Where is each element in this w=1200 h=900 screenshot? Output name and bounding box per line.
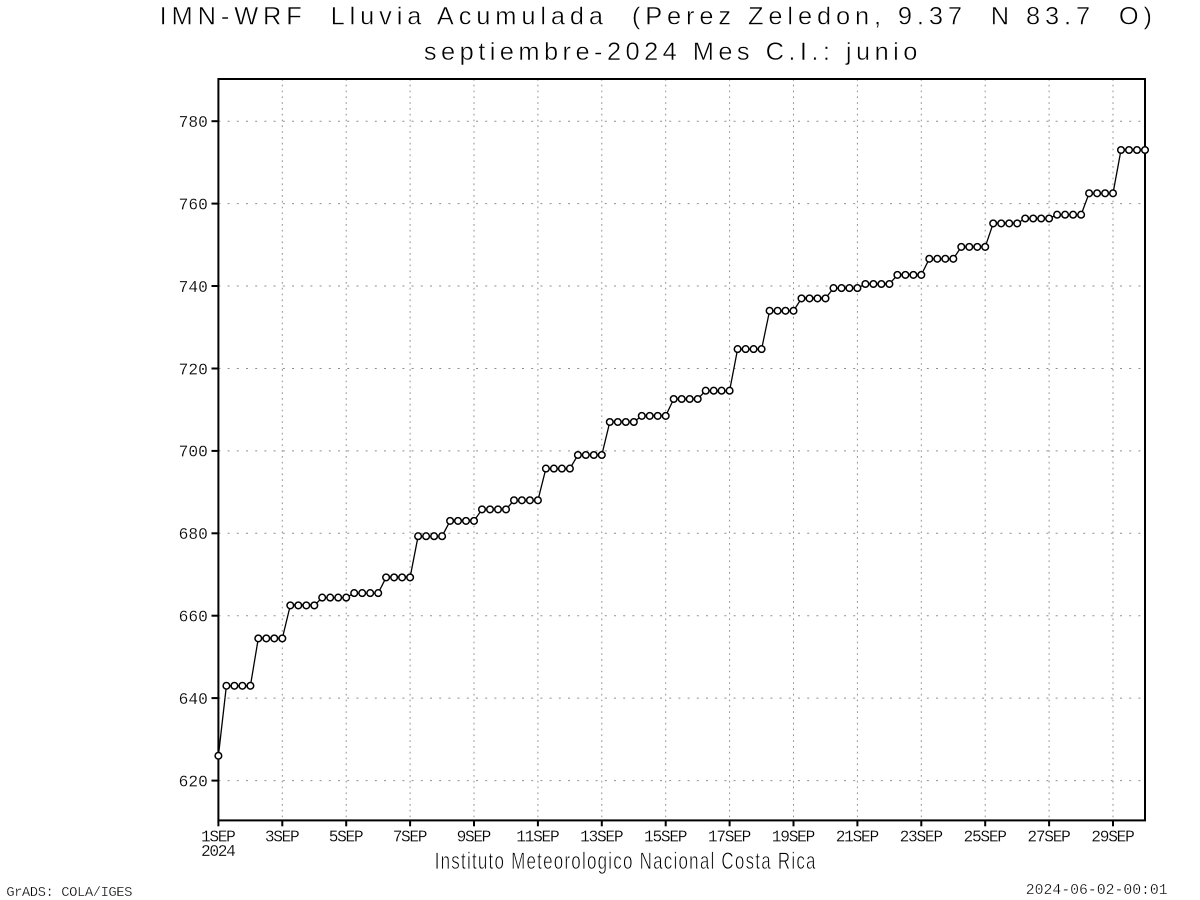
svg-text:11SEP: 11SEP (516, 828, 560, 846)
svg-text:620: 620 (179, 773, 208, 791)
svg-text:septiembre-2024 Mes C.I.: juni: septiembre-2024 Mes C.I.: junio (424, 38, 918, 66)
svg-text:IMN-WRF Lluvia Acumulada (Pe: IMN-WRF Lluvia Acumulada (Perez Zeledon,… (160, 2, 1152, 30)
svg-text:660: 660 (179, 609, 208, 627)
svg-text:1SEP: 1SEP (201, 828, 236, 846)
svg-text:780: 780 (179, 114, 208, 132)
svg-text:27SEP: 27SEP (1027, 828, 1071, 846)
svg-text:23SEP: 23SEP (900, 828, 944, 846)
svg-text:19SEP: 19SEP (772, 828, 816, 846)
svg-text:5SEP: 5SEP (329, 828, 364, 846)
svg-text:2024-06-02-00:01: 2024-06-02-00:01 (1026, 883, 1168, 899)
svg-text:15SEP: 15SEP (644, 828, 688, 846)
svg-text:680: 680 (179, 526, 208, 544)
svg-text:2024: 2024 (201, 843, 236, 861)
svg-text:760: 760 (179, 196, 208, 214)
svg-text:720: 720 (179, 361, 208, 379)
svg-text:640: 640 (179, 691, 208, 709)
svg-text:9SEP: 9SEP (457, 828, 492, 846)
svg-text:25SEP: 25SEP (964, 828, 1008, 846)
svg-text:21SEP: 21SEP (836, 828, 880, 846)
svg-text:13SEP: 13SEP (580, 828, 624, 846)
svg-text:GrADS: COLA/IGES: GrADS: COLA/IGES (6, 885, 132, 900)
svg-text:29SEP: 29SEP (1091, 828, 1135, 846)
svg-text:Instituto Meteorologico Nacion: Instituto Meteorologico Nacional Costa R… (435, 848, 816, 874)
svg-text:3SEP: 3SEP (265, 828, 300, 846)
svg-text:7SEP: 7SEP (393, 828, 428, 846)
svg-text:700: 700 (179, 444, 208, 462)
svg-text:17SEP: 17SEP (708, 828, 752, 846)
svg-text:740: 740 (179, 279, 208, 297)
